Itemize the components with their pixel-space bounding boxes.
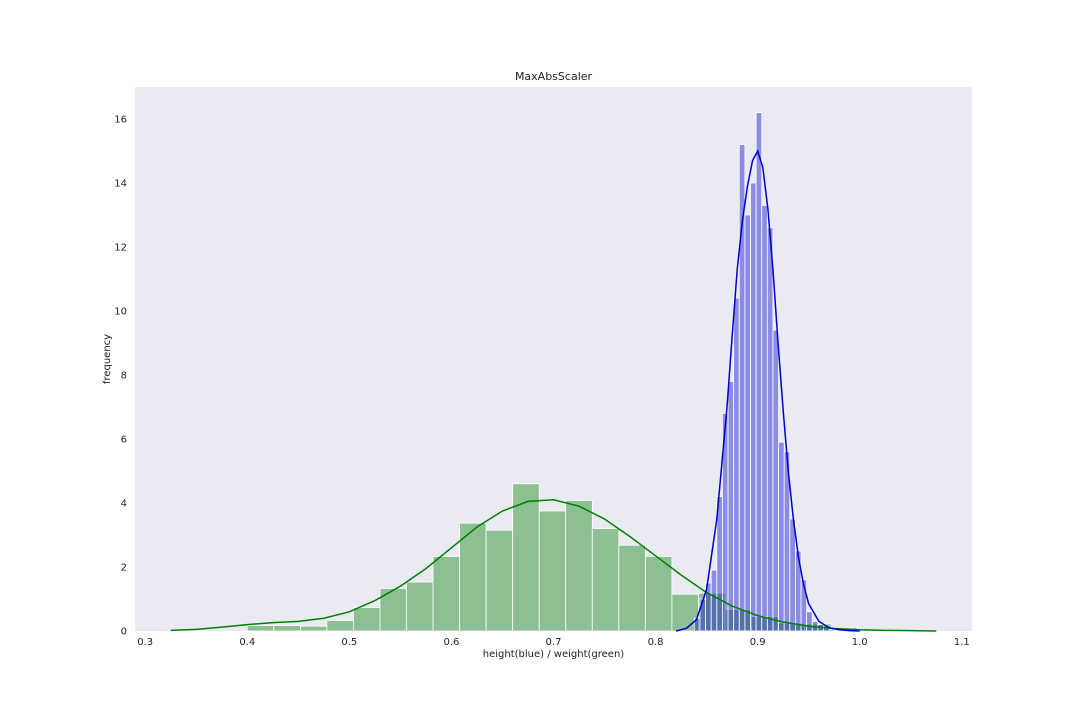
histogram-bar-series-0-bin-11 (538, 510, 567, 632)
histogram-bar-series-0-bin-15 (644, 556, 673, 632)
histogram-bar-series-0-bin-13 (591, 528, 620, 632)
x-tick-label: 0.7 (546, 637, 562, 648)
histogram-bar-series-0-bin-7 (432, 556, 460, 632)
histogram-bar-series-1-bin-11 (755, 112, 763, 632)
y-tick-label: 14 (114, 179, 127, 190)
histogram-bar-series-1-bin-7 (733, 297, 740, 632)
x-tick-label: 1.1 (954, 637, 970, 648)
y-axis-label: frequency (102, 334, 113, 384)
x-tick-label: 1.0 (852, 637, 868, 648)
histogram-bar-series-1-bin-8 (738, 144, 746, 632)
x-tick-label: 0.3 (137, 637, 153, 648)
histogram-bar-series-1-bin-6 (727, 380, 735, 632)
chart-title: MaxAbsScaler (515, 70, 593, 83)
histogram-bar-series-1-bin-13 (766, 227, 774, 632)
histogram-bar-series-1-bin-9 (744, 214, 751, 632)
histogram-bar-series-0-bin-9 (485, 529, 514, 632)
plot-area (135, 87, 972, 631)
x-tick-label: 0.8 (648, 637, 664, 648)
y-tick-label: 10 (114, 307, 127, 318)
x-tick-label: 0.6 (443, 637, 459, 648)
y-tick-label: 2 (121, 563, 127, 574)
histogram-bar-series-0-bin-0 (246, 625, 275, 632)
tick-labels: 0.3 0.4 0.5 0.6 0.7 0.8 0.9 1.0 1.1 0 2 4 6 8 10 12 14 16 (114, 115, 969, 649)
histogram-bar-series-1-bin-3 (710, 569, 718, 632)
y-tick-label: 8 (121, 371, 127, 382)
histogram-bar-series-0-bin-4 (353, 607, 381, 632)
histogram-bar-series-1-bin-24 (828, 629, 836, 632)
kde-line-series-1 (675, 149, 860, 632)
y-tick-label: 16 (114, 115, 127, 126)
x-tick-label: 0.4 (239, 637, 255, 648)
y-tick-label: 6 (121, 435, 127, 446)
x-tick-label: 0.9 (750, 637, 766, 648)
histogram-bar-series-1-bin-17 (789, 518, 796, 632)
histogram-bar-series-0-bin-2 (299, 625, 328, 632)
histogram-bar-series-0-bin-8 (459, 522, 487, 632)
histogram-bar-series-0-bin-6 (406, 581, 434, 632)
kde-line-series-0 (170, 499, 937, 632)
x-axis-label: height(blue) / weight(green) (483, 649, 625, 660)
histogram-bar-series-1-bin-12 (761, 204, 768, 632)
x-tick-label: 0.5 (341, 637, 357, 648)
histogram-bar-series-1-bin-20 (806, 611, 813, 632)
histogram-bar-series-1-bin-10 (750, 182, 757, 632)
histogram-bar-series-0-bin-1 (273, 625, 301, 632)
histogram-bar-series-0-bin-12 (565, 500, 593, 632)
histogram-bar-series-1-bin-1 (699, 598, 706, 632)
y-tick-label: 0 (121, 627, 127, 638)
histogram-bar-series-1-bin-19 (800, 579, 808, 632)
histogram-bar-series-1-bin-15 (778, 441, 785, 632)
histogram-bars (246, 112, 864, 632)
y-tick-label: 4 (121, 499, 127, 510)
histogram-bar-series-1-bin-14 (772, 329, 779, 632)
histogram-bar-series-0-bin-14 (618, 544, 646, 632)
y-tick-label: 12 (114, 243, 127, 254)
kde-curves (170, 149, 937, 632)
histogram-bar-series-0-bin-3 (326, 620, 354, 632)
